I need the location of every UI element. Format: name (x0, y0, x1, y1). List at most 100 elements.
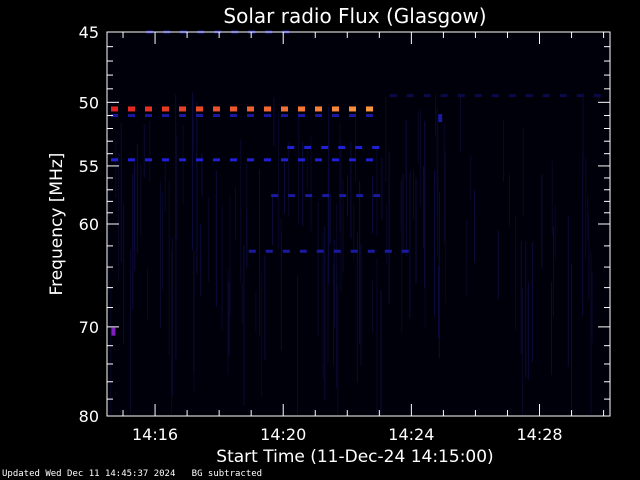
band-segment (111, 114, 118, 118)
band-segment (111, 158, 118, 162)
band-segment (282, 249, 290, 253)
band-segment (367, 249, 375, 253)
x-tick-label: 14:28 (516, 425, 562, 444)
band-segment (332, 114, 339, 118)
band-segment (247, 106, 254, 112)
band-segment (366, 106, 373, 112)
band-segment (230, 106, 237, 112)
band-segment (349, 114, 356, 118)
x-tick-label: 14:20 (260, 425, 306, 444)
band-segment (366, 158, 373, 162)
band-segment (356, 194, 364, 198)
band-segment (525, 94, 533, 98)
band-segment (281, 158, 288, 162)
band-segment (145, 158, 152, 162)
band-segment (339, 194, 347, 198)
band-segment (213, 106, 220, 112)
band-segment (111, 106, 118, 112)
band-segment (315, 158, 322, 162)
band-segment (145, 114, 152, 118)
band-segment (264, 106, 271, 112)
band-segment (213, 114, 220, 118)
footer-updated: Updated Wed Dec 11 14:45:37 2024 (2, 469, 176, 479)
band-segment (332, 158, 339, 162)
band-segment (288, 194, 296, 198)
y-tick-label: 55 (79, 157, 99, 176)
band-segment (406, 94, 414, 98)
band-segment (265, 249, 273, 253)
band-segment (281, 114, 288, 118)
band-segment (321, 145, 329, 149)
x-axis-label: Start Time (11-Dec-24 14:15:00) (216, 447, 493, 467)
footer-note: BG subtracted (191, 469, 263, 479)
band-segment (230, 114, 237, 118)
y-axis-ticks: 45 50 55 60 70 80 (79, 23, 610, 426)
plot-area (107, 32, 610, 416)
band-segment (315, 106, 322, 112)
band-segment (401, 249, 409, 253)
band-segment (179, 158, 186, 162)
band-segment (298, 158, 305, 162)
band-segment (304, 145, 312, 149)
band-segment (576, 94, 584, 98)
band-segment (316, 249, 324, 253)
band-segment (264, 114, 271, 118)
band-segment (162, 106, 169, 112)
band-segment (508, 94, 516, 98)
band-segment (287, 145, 295, 149)
y-tick-label: 60 (79, 215, 99, 234)
y-axis-label: Frequency [MHz] (47, 153, 67, 296)
band-segment (145, 106, 152, 112)
band-segment (372, 145, 380, 149)
y-tick-label: 50 (79, 93, 99, 112)
band-segment (373, 194, 381, 198)
band-segment (299, 249, 307, 253)
x-axis-ticks: 14:16 14:20 14:24 14:28 (122, 32, 605, 444)
band-segment (350, 249, 358, 253)
band-segment (162, 114, 169, 118)
band-segment (179, 106, 186, 112)
band-segment (248, 249, 256, 253)
band-segment (384, 249, 392, 253)
band-segment (349, 158, 356, 162)
emission-spot (438, 114, 443, 123)
band-segment (247, 158, 254, 162)
band-segment (474, 94, 482, 98)
band-segment (281, 106, 288, 112)
band-segment (322, 194, 330, 198)
band-segment (247, 114, 254, 118)
band-segment (196, 106, 203, 112)
band-segment (298, 106, 305, 112)
band-segment (230, 158, 237, 162)
band-segment (491, 94, 499, 98)
band-segment (264, 158, 271, 162)
background-texture (108, 92, 593, 414)
band-segment (128, 106, 135, 112)
emission-spot (111, 327, 116, 336)
band-segment (305, 194, 313, 198)
band-segment (196, 158, 203, 162)
band-segment (213, 158, 220, 162)
band-segment (338, 145, 346, 149)
band-segment (128, 158, 135, 162)
band-segment (440, 94, 448, 98)
band-segment (542, 94, 550, 98)
footer-status: Updated Wed Dec 11 14:45:37 2024 BG subt… (2, 469, 262, 479)
x-tick-label: 14:24 (388, 425, 434, 444)
band-segment (366, 114, 373, 118)
band-segment (298, 114, 305, 118)
band-segment (179, 114, 186, 118)
y-tick-label: 80 (79, 407, 99, 426)
y-tick-label: 70 (79, 318, 99, 337)
band-segment (593, 94, 601, 98)
band-segment (457, 94, 465, 98)
band-segment (162, 158, 169, 162)
band-segment (315, 114, 322, 118)
band-segment (559, 94, 567, 98)
band-segment (271, 194, 279, 198)
band-segment (349, 106, 356, 112)
band-segment (332, 106, 339, 112)
band-segment (355, 145, 363, 149)
chart-title: Solar radio Flux (Glasgow) (223, 4, 486, 28)
